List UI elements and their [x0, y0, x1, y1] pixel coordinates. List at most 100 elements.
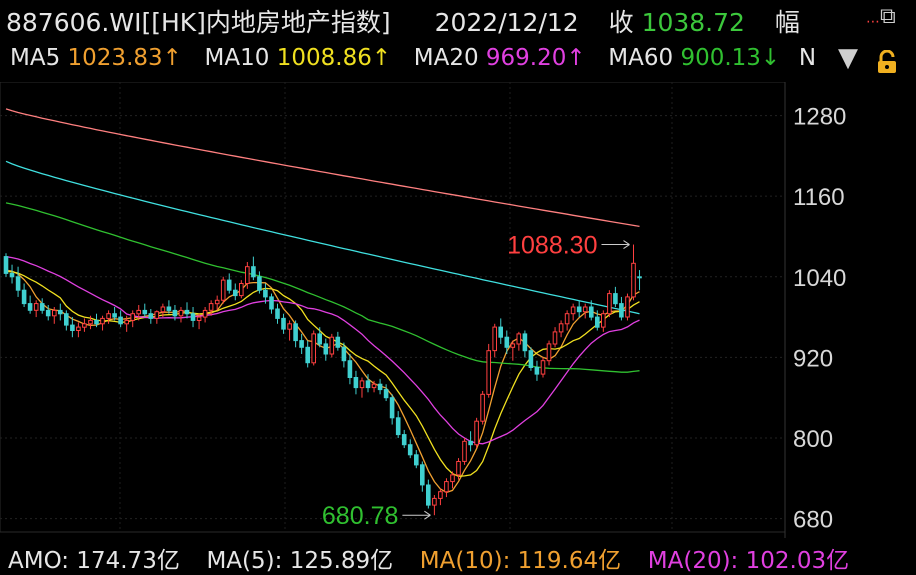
- candle-body: [233, 289, 238, 297]
- candle-body: [462, 440, 467, 462]
- triangle-down-icon[interactable]: ▼: [838, 43, 858, 73]
- candle-body: [94, 319, 99, 325]
- candle-body: [613, 293, 618, 305]
- candle-body: [558, 323, 564, 333]
- candle-body: [347, 360, 353, 379]
- candle-body: [516, 333, 522, 345]
- candle-body: [208, 303, 214, 311]
- candle-body: [293, 323, 298, 342]
- candle-body: [64, 313, 69, 326]
- ma5-label: MA5: [10, 45, 61, 71]
- candle-body: [317, 333, 322, 345]
- candle-body: [377, 383, 383, 391]
- candle-body: [389, 397, 395, 419]
- candle-body: [607, 293, 612, 315]
- candle-body: [148, 313, 154, 319]
- candle-body: [329, 336, 335, 355]
- candle-body: [45, 309, 51, 317]
- candle-body: [311, 333, 316, 364]
- candle-body: [335, 336, 341, 348]
- candle-body: [438, 491, 443, 499]
- candle-body: [570, 306, 576, 315]
- ma60-label: MA60: [608, 45, 674, 71]
- ma5-value: 1023.83↑: [67, 45, 182, 71]
- y-tick-label: 800: [793, 426, 833, 453]
- candle-body: [166, 306, 172, 311]
- candle-body: [426, 484, 431, 506]
- candle-body: [420, 464, 425, 486]
- change-label: 幅: [774, 8, 800, 37]
- ma-line-ma20: [5, 255, 640, 445]
- ma5-volume-label: MA(5):: [206, 548, 283, 574]
- candle-body: [100, 317, 105, 325]
- candle-body: [257, 276, 262, 291]
- candle-body: [534, 366, 540, 375]
- candle-body: [625, 296, 630, 318]
- candle-body: [365, 380, 371, 389]
- candle-body: [456, 461, 461, 476]
- candle-body: [414, 454, 419, 466]
- candle-body: [154, 311, 160, 319]
- candle-body: [202, 309, 208, 318]
- candle-body: [546, 343, 552, 362]
- ma-bar: MA5 1023.83↑ MA10 1008.86↑ MA20 969.20↑ …: [10, 45, 816, 71]
- candle-body: [39, 303, 45, 311]
- candle-body: [341, 346, 347, 362]
- y-tick-label: 1160: [793, 184, 845, 211]
- candle-body: [142, 309, 148, 315]
- screen-switch-icon[interactable]: ⧉: [880, 4, 896, 29]
- candle-body: [299, 340, 304, 348]
- candle-body: [631, 262, 636, 298]
- candle-body: [214, 299, 220, 305]
- candle-body: [239, 283, 244, 297]
- candle-body: [281, 317, 286, 330]
- candle-body: [576, 306, 582, 313]
- candle-body: [160, 306, 166, 313]
- candle-body: [245, 266, 250, 284]
- candle-body: [589, 306, 594, 318]
- candle-body: [371, 383, 377, 389]
- candle-body: [220, 279, 226, 301]
- candle-body: [353, 377, 359, 389]
- close-value: 1038.72: [641, 8, 745, 37]
- ma10-value: 1008.86↑: [276, 45, 392, 71]
- candle-body: [582, 306, 588, 313]
- candle-body: [595, 316, 600, 328]
- candle-body: [486, 350, 491, 395]
- candle-body: [407, 444, 413, 456]
- candle-body: [190, 313, 196, 321]
- candle-body: [474, 420, 479, 446]
- low-label: 680.78: [322, 502, 398, 530]
- candle-body: [552, 331, 558, 345]
- candle-body: [33, 303, 39, 311]
- lock-icon[interactable]: [876, 49, 898, 74]
- index-code: 887606.WI[[HK]内地房地产指数]: [6, 8, 391, 37]
- candle-body: [522, 333, 528, 352]
- candle-body: [359, 380, 365, 389]
- candle-body: [637, 276, 642, 279]
- high-pointer-arrow: [623, 240, 630, 249]
- candle-body: [136, 309, 141, 315]
- candle-body: [88, 319, 93, 325]
- candle-body: [395, 417, 401, 436]
- candle-body: [498, 326, 503, 338]
- candle-body: [251, 266, 256, 278]
- ma20-volume: MA(20): 102.03亿: [647, 548, 850, 574]
- candle-body: [124, 319, 130, 325]
- candle-body: [305, 346, 310, 364]
- ma-line-ma60: [5, 202, 640, 373]
- candle-body: [226, 279, 232, 291]
- candle-body: [480, 393, 485, 422]
- quote-header: 887606.WI[[HK]内地房地产指数] 2022/12/12 收 1038…: [0, 0, 916, 80]
- candle-body: [118, 316, 123, 325]
- candle-body: [564, 313, 570, 325]
- candle-body: [275, 308, 280, 319]
- candle-body: [468, 440, 473, 446]
- y-tick-label: 1040: [793, 265, 846, 292]
- high-label: 1088.30: [507, 232, 597, 260]
- candle-body: [540, 360, 546, 375]
- candle-body: [450, 474, 455, 483]
- candle-body: [601, 313, 606, 328]
- candle-body: [172, 309, 178, 317]
- candle-body: [82, 323, 87, 328]
